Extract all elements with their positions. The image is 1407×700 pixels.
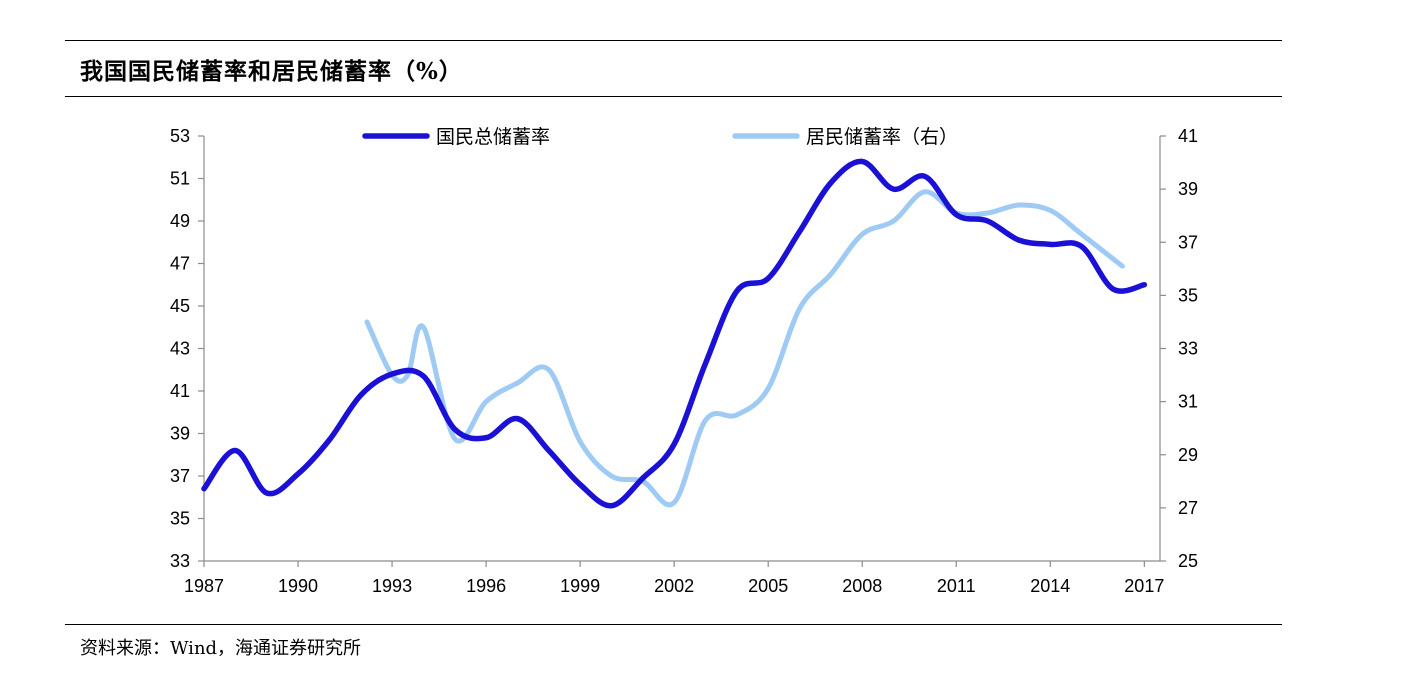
right-y-tick-label: 37 bbox=[1178, 232, 1198, 252]
left-y-tick-label: 45 bbox=[170, 296, 190, 316]
left-y-tick-label: 35 bbox=[170, 509, 190, 529]
chart-title: 我国国民储蓄率和居民储蓄率（%） bbox=[80, 58, 463, 85]
source-note: 资料来源：Wind，海通证券研究所 bbox=[80, 638, 362, 659]
left-y-tick-label: 41 bbox=[170, 381, 190, 401]
legend: 国民总储蓄率 居民储蓄率（右） bbox=[362, 126, 958, 148]
axes: 33 35 37 39 41 43 45 47 49 51 53 25 27 29 31 33 35 37 39 41… bbox=[170, 126, 1198, 596]
right-y-tick-label: 33 bbox=[1178, 339, 1198, 359]
x-tick-label: 2005 bbox=[748, 576, 788, 596]
left-y-tick-label: 51 bbox=[170, 169, 190, 189]
left-y-tick-label: 37 bbox=[170, 466, 190, 486]
right-y-tick-label: 25 bbox=[1178, 551, 1198, 571]
series-line-household-saving-rate bbox=[364, 189, 1125, 508]
left-y-tick-label: 43 bbox=[170, 339, 190, 359]
x-tick-label: 2017 bbox=[1124, 576, 1164, 596]
x-tick-label: 1993 bbox=[372, 576, 412, 596]
legend-label: 居民储蓄率（右） bbox=[806, 126, 958, 148]
right-y-tick-label: 35 bbox=[1178, 285, 1198, 305]
right-y-tick-label: 41 bbox=[1178, 126, 1198, 146]
left-y-tick-label: 47 bbox=[170, 254, 190, 274]
left-y-tick-label: 49 bbox=[170, 211, 190, 231]
left-y-tick-label: 53 bbox=[170, 126, 190, 146]
series-line-national-saving-rate bbox=[201, 158, 1148, 509]
legend-label: 国民总储蓄率 bbox=[436, 126, 550, 148]
bottom-rule bbox=[65, 624, 1282, 625]
left-y-tick-label: 39 bbox=[170, 424, 190, 444]
x-tick-label: 2002 bbox=[654, 576, 694, 596]
right-y-tick-label: 27 bbox=[1178, 498, 1198, 518]
right-y-tick-label: 39 bbox=[1178, 179, 1198, 199]
x-tick-label: 1987 bbox=[184, 576, 224, 596]
x-tick-label: 1990 bbox=[278, 576, 318, 596]
x-tick-label: 1996 bbox=[466, 576, 506, 596]
title-rule bbox=[65, 96, 1282, 97]
x-tick-label: 2011 bbox=[937, 576, 976, 596]
x-tick-label: 2014 bbox=[1030, 576, 1070, 596]
left-y-tick-label: 33 bbox=[170, 551, 190, 571]
right-y-tick-label: 31 bbox=[1178, 392, 1198, 412]
x-tick-label: 2008 bbox=[842, 576, 882, 596]
x-tick-label: 1999 bbox=[560, 576, 600, 596]
top-rule bbox=[65, 40, 1282, 41]
right-y-tick-label: 29 bbox=[1178, 445, 1198, 465]
series-lines bbox=[201, 158, 1148, 509]
